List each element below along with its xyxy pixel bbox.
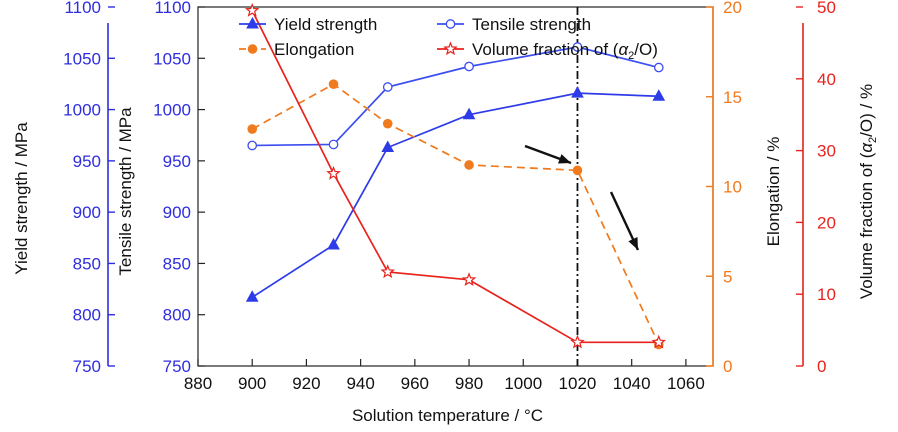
tensile-axis-label: Tensile strength / MPa bbox=[116, 107, 135, 276]
data-point bbox=[464, 61, 474, 72]
data-point bbox=[445, 19, 456, 29]
tensile-tick-label: 1100 bbox=[154, 0, 191, 17]
elongation-tick-label: 0 bbox=[723, 357, 732, 376]
series-line bbox=[251, 10, 659, 344]
trend-arrowhead bbox=[558, 154, 571, 164]
yield-tick-label: 950 bbox=[73, 152, 101, 171]
volume-tick-label: 40 bbox=[817, 70, 836, 89]
x-tick-label: 920 bbox=[292, 374, 320, 393]
series-line bbox=[251, 83, 660, 345]
elongation-tick-label: 15 bbox=[723, 88, 742, 107]
x-axis-label: Solution temperature / °C bbox=[352, 406, 543, 425]
x-tick-label: 980 bbox=[455, 374, 483, 393]
series-volume bbox=[244, 2, 667, 349]
series-yield bbox=[245, 86, 666, 302]
yield-tick-label: 800 bbox=[73, 306, 101, 325]
data-point bbox=[461, 272, 477, 287]
data-point bbox=[382, 82, 393, 92]
data-point bbox=[382, 118, 393, 129]
tensile-tick-label: 1050 bbox=[153, 49, 191, 68]
x-tick-label: 1000 bbox=[504, 374, 542, 393]
data-point bbox=[247, 44, 258, 54]
volume-tick-label: 50 bbox=[817, 0, 836, 17]
tensile-tick-label: 800 bbox=[163, 306, 191, 325]
data-point bbox=[572, 42, 583, 52]
tensile-tick-label: 750 bbox=[163, 357, 191, 376]
yield-tick-label: 1100 bbox=[64, 0, 101, 17]
data-point bbox=[327, 237, 340, 250]
series-line bbox=[251, 92, 659, 298]
x-tick-label: 1020 bbox=[559, 374, 597, 393]
volume-tick-label: 20 bbox=[817, 213, 836, 232]
x-tick-label: 900 bbox=[238, 374, 266, 393]
x-tick-label: 940 bbox=[346, 374, 374, 393]
elongation-tick-label: 10 bbox=[723, 178, 742, 197]
legend-label: Tensile strength bbox=[472, 15, 591, 34]
volume-tick-label: 10 bbox=[817, 285, 836, 304]
tensile-tick-label: 1000 bbox=[153, 101, 191, 120]
yield-tick-label: 750 bbox=[73, 357, 101, 376]
data-point bbox=[381, 140, 395, 153]
legend-label: Elongation bbox=[274, 40, 354, 59]
volume-axis-label: Volume fraction of (α2/O) / % bbox=[857, 84, 879, 299]
data-point bbox=[245, 290, 259, 302]
data-point bbox=[570, 334, 585, 349]
legend-item: Yield strength bbox=[239, 15, 377, 34]
data-point bbox=[247, 140, 258, 151]
data-point bbox=[328, 79, 339, 89]
elongation-tick-label: 20 bbox=[723, 0, 742, 17]
data-point bbox=[653, 62, 664, 73]
legend-item: Tensile strength bbox=[437, 15, 591, 34]
data-point bbox=[571, 86, 584, 98]
x-tick-label: 1060 bbox=[667, 374, 705, 393]
data-point bbox=[443, 41, 458, 56]
x-tick-label: 880 bbox=[184, 374, 212, 393]
data-point bbox=[246, 16, 259, 29]
yield-tick-label: 1000 bbox=[63, 101, 101, 120]
data-point bbox=[328, 139, 339, 150]
data-point bbox=[651, 334, 667, 349]
data-point bbox=[464, 160, 474, 170]
data-point bbox=[326, 165, 341, 180]
data-point bbox=[652, 89, 666, 101]
yield-axis-label: Yield strength / MPa bbox=[12, 122, 31, 275]
axes-layer: 880 900 920 940 960 980 1000 1020 1040 1060Soluti… bbox=[12, 0, 879, 425]
legend-label: Volume fraction of (α2/O) bbox=[472, 40, 658, 62]
tensile-tick-label: 950 bbox=[163, 152, 191, 171]
data-point bbox=[572, 165, 583, 176]
series-layer bbox=[244, 2, 667, 350]
tensile-tick-label: 900 bbox=[163, 203, 191, 222]
trend-arrowhead bbox=[628, 237, 638, 250]
yield-tick-label: 1050 bbox=[63, 49, 101, 68]
elongation-tick-label: 5 bbox=[723, 267, 732, 286]
legend-label: Yield strength bbox=[274, 15, 377, 34]
volume-tick-label: 0 bbox=[817, 357, 826, 376]
x-tick-label: 1040 bbox=[613, 374, 651, 393]
tensile-tick-label: 850 bbox=[163, 254, 191, 273]
data-point bbox=[462, 107, 476, 120]
data-point bbox=[247, 124, 258, 134]
elongation-axis-label: Elongation / % bbox=[764, 137, 783, 247]
data-point bbox=[244, 2, 260, 17]
legend-item: Elongation bbox=[239, 40, 354, 59]
x-tick-label: 960 bbox=[401, 374, 429, 393]
data-point bbox=[380, 264, 396, 279]
yield-tick-label: 850 bbox=[73, 254, 101, 273]
volume-tick-label: 30 bbox=[817, 142, 836, 161]
legend-item: Volume fraction of (α2/O) bbox=[437, 40, 658, 62]
legend: Yield strength Tensile strength Elongation… bbox=[239, 15, 658, 62]
yield-tick-label: 900 bbox=[73, 203, 101, 222]
